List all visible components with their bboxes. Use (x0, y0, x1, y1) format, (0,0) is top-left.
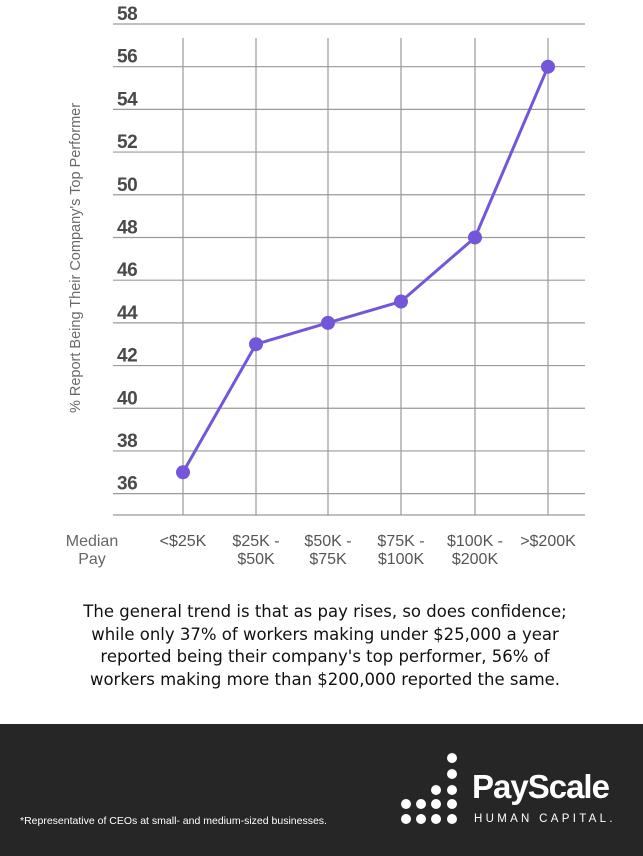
caption: The general trend is that as pay rises, … (40, 601, 610, 691)
x-tick-label: $100K (378, 551, 425, 568)
payscale-logo-icon (401, 753, 457, 824)
y-tick-label: 56 (117, 47, 137, 68)
y-tick-labels: 36 38 40 42 44 46 48 50 52 54 56 58 (117, 4, 139, 495)
x-tick-label: $200K (452, 551, 499, 568)
caption-line: workers making more than $200,000 report… (89, 669, 561, 689)
y-tick-label: 54 (117, 89, 138, 110)
y-tick-label: 58 (117, 4, 137, 25)
footnote: *Representative of CEOs at small- and me… (20, 815, 327, 827)
data-point (176, 465, 190, 480)
brand-name: PayScale (472, 768, 610, 805)
x-tick-label: $75K (309, 551, 347, 568)
data-point (541, 59, 555, 74)
series-layer (176, 59, 555, 480)
y-tick-label: 52 (117, 132, 137, 153)
series-line (181, 66, 550, 474)
data-point (394, 294, 408, 309)
x-tick-label: $50K (237, 551, 275, 568)
x-tick-label: <$25K (160, 533, 207, 550)
caption-line: The general trend is that as pay rises, … (83, 602, 567, 621)
x-tick-label: $75K - (377, 533, 424, 550)
x-tick-label: >$200K (520, 533, 576, 550)
data-point (321, 315, 335, 330)
y-tick-label: 38 (117, 431, 137, 452)
caption-line: while only 37% of workers making under $… (91, 624, 559, 644)
caption-line: reported being their company's top perfo… (100, 647, 550, 666)
x-tick-label: $50K - (304, 533, 351, 550)
y-tick-label: 50 (117, 175, 137, 196)
x-axis-label-line: Pay (78, 551, 106, 568)
y-tick-label: 42 (117, 346, 137, 367)
y-tick-label: 40 (117, 388, 137, 409)
y-tick-label: 48 (117, 217, 137, 238)
x-axis-label-line: Median (66, 533, 118, 550)
x-tick-label: $25K - (232, 533, 279, 550)
y-tick-label: 44 (117, 303, 138, 324)
footer: *Representative of CEOs at small- and me… (0, 724, 643, 856)
brand-tagline: HUMAN CAPITAL. (474, 813, 616, 825)
data-point (249, 337, 263, 352)
y-axis-label: % Report Being Their Company's Top Perfo… (68, 103, 84, 413)
data-point (468, 230, 482, 245)
y-tick-label: 36 (117, 474, 137, 495)
x-tick-labels: <$25K $25K -$50K $50K -$75K $75K -$100K $100… (160, 533, 576, 568)
y-tick-label: 46 (117, 260, 137, 281)
grid-layer (113, 23, 585, 516)
x-tick-label: $100K - (447, 533, 503, 550)
